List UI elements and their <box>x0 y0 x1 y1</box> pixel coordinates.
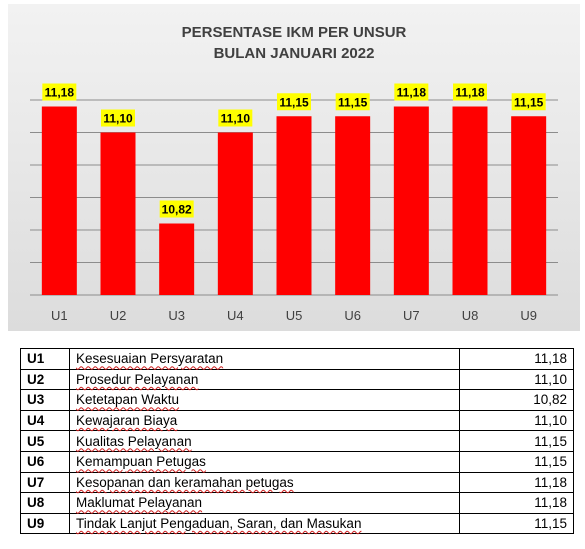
bar <box>100 132 136 295</box>
row-label-cell: Kesesuaian Persyaratan <box>69 348 460 370</box>
row-label-cell: Kualitas Pelayanan <box>69 430 460 452</box>
row-label: Kualitas Pelayanan <box>76 433 192 449</box>
table-row: U1 Kesesuaian Persyaratan 11,18 <box>20 348 574 370</box>
table-row: U9 Tindak Lanjut Pengaduan, Saran, dan Ma… <box>20 512 574 535</box>
bar <box>393 106 429 295</box>
data-label: 10,82 <box>162 203 192 217</box>
row-label: Kemampuan Petugas <box>76 454 206 470</box>
indicator-table: U1 Kesesuaian Persyaratan 11,18 U2 Prosedur … <box>20 348 574 535</box>
table-row: U5 Kualitas Pelayanan 11,15 <box>20 430 574 452</box>
row-code: U5 <box>20 430 70 452</box>
bar <box>511 116 547 295</box>
row-value: 11,18 <box>459 348 574 370</box>
data-label: 11,15 <box>514 95 544 109</box>
x-tick-label: U7 <box>403 308 420 323</box>
row-label: Ketetapan Waktu <box>76 392 180 408</box>
row-code: U1 <box>20 348 70 370</box>
row-label-cell: Prosedur Pelayanan <box>69 368 460 391</box>
row-value: 11,15 <box>459 430 574 452</box>
bar <box>452 106 488 295</box>
row-label-cell: Tindak Lanjut Pengaduan, Saran, dan Masu… <box>69 512 460 535</box>
x-tick-label: U8 <box>462 308 479 323</box>
row-code: U2 <box>20 368 70 391</box>
row-label: Tindak Lanjut Pengaduan, Saran, dan Masu… <box>76 516 362 532</box>
row-code: U9 <box>20 512 70 535</box>
bar <box>217 132 253 295</box>
data-label-bg <box>218 109 253 127</box>
table-row: U2 Prosedur Pelayanan 11,10 <box>20 368 574 391</box>
row-code: U6 <box>20 450 70 473</box>
data-label: 11,18 <box>45 86 75 100</box>
row-value: 11,18 <box>459 471 574 494</box>
row-label-cell: Ketetapan Waktu <box>69 389 460 411</box>
data-label-bg <box>394 83 429 101</box>
data-label-bg <box>101 109 135 127</box>
row-value: 11,10 <box>459 368 574 391</box>
row-value: 11,15 <box>459 450 574 473</box>
data-label-bg <box>335 93 370 111</box>
x-tick-label: U9 <box>520 308 537 323</box>
row-code: U7 <box>20 471 70 494</box>
row-value: 10,82 <box>459 389 574 411</box>
data-label-bg <box>159 200 194 218</box>
row-value: 11,10 <box>459 409 574 432</box>
data-label-bg <box>453 83 487 101</box>
data-label-bg <box>511 93 546 111</box>
row-label: Maklumat Pelayanan <box>76 495 203 511</box>
data-label-bg <box>42 83 77 101</box>
row-label: Kewajaran Biaya <box>76 413 178 429</box>
table-row: U8 Maklumat Pelayanan 11,18 <box>20 492 574 514</box>
row-label-cell: Kesopanan dan keramahan petugas <box>69 471 460 494</box>
data-label: 11,10 <box>221 112 251 126</box>
row-code: U3 <box>20 389 70 411</box>
x-tick-label: U6 <box>344 308 361 323</box>
x-tick-label: U4 <box>227 308 244 323</box>
chart-title-line-2: BULAN JANUARI 2022 <box>213 45 375 62</box>
row-label: Kesopanan dan keramahan petugas <box>76 474 294 490</box>
row-label-cell: Kewajaran Biaya <box>69 409 460 432</box>
x-tick-label: U3 <box>168 308 185 323</box>
bar <box>41 106 77 295</box>
data-label: 11,18 <box>455 86 485 100</box>
bar <box>335 116 371 295</box>
x-tick-label: U2 <box>110 308 127 323</box>
row-label-cell: Maklumat Pelayanan <box>69 492 460 514</box>
row-label-cell: Kemampuan Petugas <box>69 450 460 473</box>
bar <box>276 116 312 295</box>
row-code: U8 <box>20 492 70 514</box>
table-row: U6 Kemampuan Petugas 11,15 <box>20 450 574 473</box>
row-value: 11,15 <box>459 512 574 535</box>
row-label: Kesesuaian Persyaratan <box>76 351 224 367</box>
table-row: U3 Ketetapan Waktu 10,82 <box>20 389 574 411</box>
data-label-bg <box>277 93 311 111</box>
x-tick-label: U5 <box>286 308 303 323</box>
bar <box>159 223 195 295</box>
row-code: U4 <box>20 409 70 432</box>
data-label: 11,10 <box>103 112 133 126</box>
chart-title-line-1: PERSENTASE IKM PER UNSUR <box>181 24 407 41</box>
data-label: 11,15 <box>279 95 309 109</box>
row-value: 11,18 <box>459 492 574 514</box>
bar-chart: 11,18 U1 11,10 U2 10,82 U3 11,10 U4 11,15 U5 11,15… <box>30 83 558 323</box>
chart-title: PERSENTASE IKM PER UNSUR BULAN JANUARI 2… <box>8 22 580 64</box>
table-row: U4 Kewajaran Biaya 11,10 <box>20 409 574 432</box>
table-row: U7 Kesopanan dan keramahan petugas 11,18 <box>20 471 574 494</box>
row-label: Prosedur Pelayanan <box>76 371 199 387</box>
x-tick-label: U1 <box>51 308 68 323</box>
data-label: 11,18 <box>397 86 427 100</box>
chart-panel: PERSENTASE IKM PER UNSUR BULAN JANUARI 2… <box>8 4 580 331</box>
data-label: 11,15 <box>338 95 368 109</box>
